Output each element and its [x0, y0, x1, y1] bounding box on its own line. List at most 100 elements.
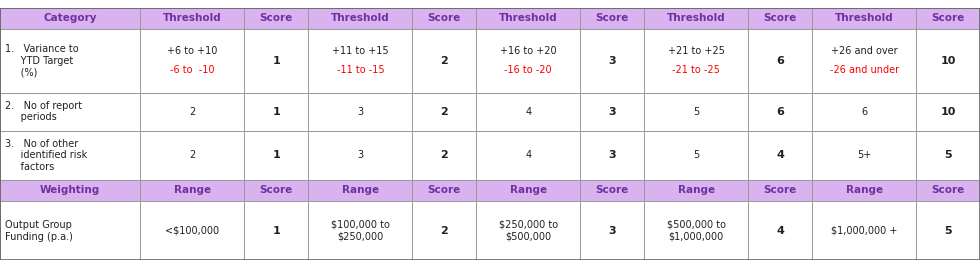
- Bar: [244, 8, 309, 29]
- Text: 4: 4: [776, 150, 784, 160]
- Text: 5: 5: [693, 150, 700, 160]
- Bar: [644, 201, 749, 260]
- Text: $1,000,000 +: $1,000,000 +: [831, 226, 898, 236]
- Text: 5+: 5+: [858, 150, 871, 160]
- Bar: [309, 180, 413, 201]
- Text: 6: 6: [776, 56, 784, 66]
- Text: Range: Range: [173, 185, 211, 195]
- Bar: [812, 201, 916, 260]
- Bar: [140, 180, 244, 201]
- Text: 2: 2: [440, 226, 448, 236]
- Bar: [476, 92, 580, 131]
- Text: 2: 2: [189, 107, 196, 117]
- Text: 3: 3: [609, 226, 616, 236]
- Text: 1: 1: [272, 226, 280, 236]
- Text: 6: 6: [776, 107, 784, 117]
- Text: 1: 1: [272, 107, 280, 117]
- Text: Threshold: Threshold: [331, 13, 390, 23]
- Bar: [140, 131, 244, 180]
- Bar: [644, 29, 749, 92]
- Bar: [140, 92, 244, 131]
- Bar: [476, 201, 580, 260]
- Text: Threshold: Threshold: [163, 13, 221, 23]
- Text: 3: 3: [358, 150, 364, 160]
- Bar: [644, 180, 749, 201]
- Text: Score: Score: [931, 185, 964, 195]
- Bar: [0, 92, 140, 131]
- Bar: [244, 180, 309, 201]
- Text: 6: 6: [861, 107, 867, 117]
- Text: Range: Range: [342, 185, 379, 195]
- Bar: [644, 8, 749, 29]
- Text: Weighting: Weighting: [40, 185, 100, 195]
- Bar: [812, 8, 916, 29]
- Text: 2: 2: [440, 150, 448, 160]
- Text: Range: Range: [510, 185, 547, 195]
- Text: -16 to -20: -16 to -20: [505, 65, 552, 75]
- Bar: [580, 131, 644, 180]
- Bar: [244, 92, 309, 131]
- Bar: [309, 29, 413, 92]
- Text: Threshold: Threshold: [499, 13, 558, 23]
- Text: Score: Score: [763, 185, 797, 195]
- Text: +11 to +15: +11 to +15: [332, 46, 389, 56]
- Bar: [0, 201, 140, 260]
- Bar: [580, 8, 644, 29]
- Bar: [309, 8, 413, 29]
- Text: 1: 1: [272, 150, 280, 160]
- Bar: [413, 92, 476, 131]
- Text: 3: 3: [609, 56, 616, 66]
- Text: 1: 1: [272, 56, 280, 66]
- Bar: [749, 131, 812, 180]
- Text: <$100,000: <$100,000: [166, 226, 220, 236]
- Bar: [413, 201, 476, 260]
- Bar: [413, 8, 476, 29]
- Bar: [916, 201, 980, 260]
- Text: Range: Range: [677, 185, 714, 195]
- Bar: [749, 201, 812, 260]
- Bar: [812, 180, 916, 201]
- Text: Score: Score: [763, 13, 797, 23]
- Bar: [916, 92, 980, 131]
- Bar: [812, 29, 916, 92]
- Text: -21 to -25: -21 to -25: [672, 65, 720, 75]
- Text: $100,000 to
$250,000: $100,000 to $250,000: [331, 220, 390, 241]
- Bar: [244, 131, 309, 180]
- Bar: [749, 29, 812, 92]
- Text: Category: Category: [43, 13, 97, 23]
- Bar: [916, 131, 980, 180]
- Text: +21 to +25: +21 to +25: [667, 46, 724, 56]
- Text: Score: Score: [596, 13, 629, 23]
- Text: 5: 5: [693, 107, 700, 117]
- Bar: [140, 8, 244, 29]
- Bar: [140, 29, 244, 92]
- Text: +26 and over: +26 and over: [831, 46, 898, 56]
- Text: Score: Score: [931, 13, 964, 23]
- Text: -26 and under: -26 and under: [830, 65, 899, 75]
- Text: +16 to +20: +16 to +20: [500, 46, 557, 56]
- Bar: [413, 131, 476, 180]
- Text: $250,000 to
$500,000: $250,000 to $500,000: [499, 220, 558, 241]
- Text: 3.   No of other
     identified risk
     factors: 3. No of other identified risk factors: [5, 139, 87, 172]
- Text: Range: Range: [846, 185, 883, 195]
- Text: 2: 2: [440, 56, 448, 66]
- Text: 4: 4: [776, 226, 784, 236]
- Text: Output Group
Funding (p.a.): Output Group Funding (p.a.): [5, 220, 74, 241]
- Text: 4: 4: [525, 150, 531, 160]
- Text: Score: Score: [260, 13, 293, 23]
- Bar: [476, 131, 580, 180]
- Bar: [476, 29, 580, 92]
- Text: Score: Score: [260, 185, 293, 195]
- Text: -6 to  -10: -6 to -10: [171, 65, 215, 75]
- Text: Score: Score: [427, 185, 461, 195]
- Text: +6 to +10: +6 to +10: [168, 46, 218, 56]
- Bar: [309, 131, 413, 180]
- Text: Score: Score: [596, 185, 629, 195]
- Text: 2.   No of report
     periods: 2. No of report periods: [5, 101, 82, 122]
- Text: 10: 10: [941, 56, 956, 66]
- Text: -11 to -15: -11 to -15: [336, 65, 384, 75]
- Text: Score: Score: [427, 13, 461, 23]
- Bar: [244, 29, 309, 92]
- Bar: [580, 29, 644, 92]
- Text: 10: 10: [941, 107, 956, 117]
